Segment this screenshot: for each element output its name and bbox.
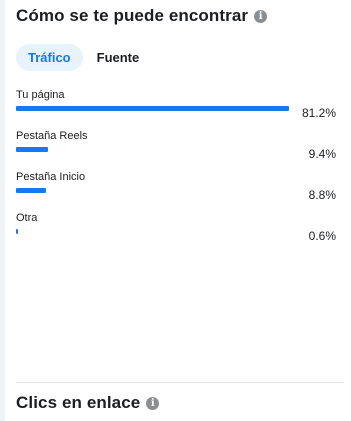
row-percentage: 81.2% (301, 106, 336, 120)
row-label: Pestaña Reels (16, 130, 88, 142)
progress-bar (16, 188, 46, 193)
traffic-section-title-text: Cómo se te puede encontrar (16, 6, 249, 25)
link-clicks-section-title: Clics en enlace i (16, 393, 160, 413)
tab-fuente[interactable]: Fuente (96, 50, 140, 65)
progress-bar (16, 106, 289, 111)
row-label: Otra (16, 212, 38, 224)
traffic-rows: Tu página 81.2% Pestaña Reels 9.4% Pesta… (16, 86, 336, 250)
section-divider (16, 382, 344, 383)
row-percentage: 9.4% (308, 147, 336, 161)
row-label: Pestaña Inicio (16, 171, 86, 183)
info-icon[interactable]: i (146, 396, 160, 410)
traffic-section-title: Cómo se te puede encontrar i (16, 6, 268, 26)
row-percentage: 8.8% (308, 188, 336, 202)
link-clicks-section-title-text: Clics en enlace (16, 393, 141, 412)
traffic-row-pestana-reels: Pestaña Reels 9.4% (16, 127, 336, 168)
traffic-tabs: Tráfico Fuente (16, 44, 145, 71)
tab-trafico[interactable]: Tráfico (16, 44, 83, 71)
bar-track (16, 106, 296, 111)
info-icon[interactable]: i (254, 9, 268, 23)
traffic-row-otra: Otra 0.6% (16, 209, 336, 250)
traffic-row-tu-pagina: Tu página 81.2% (16, 86, 336, 127)
progress-bar (16, 229, 19, 234)
left-gutter (0, 0, 5, 421)
bar-track (16, 188, 296, 193)
bar-track (16, 147, 296, 152)
bar-track (16, 229, 296, 234)
row-percentage: 0.6% (308, 229, 336, 243)
row-label: Tu página (16, 89, 65, 101)
traffic-row-pestana-inicio: Pestaña Inicio 8.8% (16, 168, 336, 209)
progress-bar (16, 147, 48, 152)
